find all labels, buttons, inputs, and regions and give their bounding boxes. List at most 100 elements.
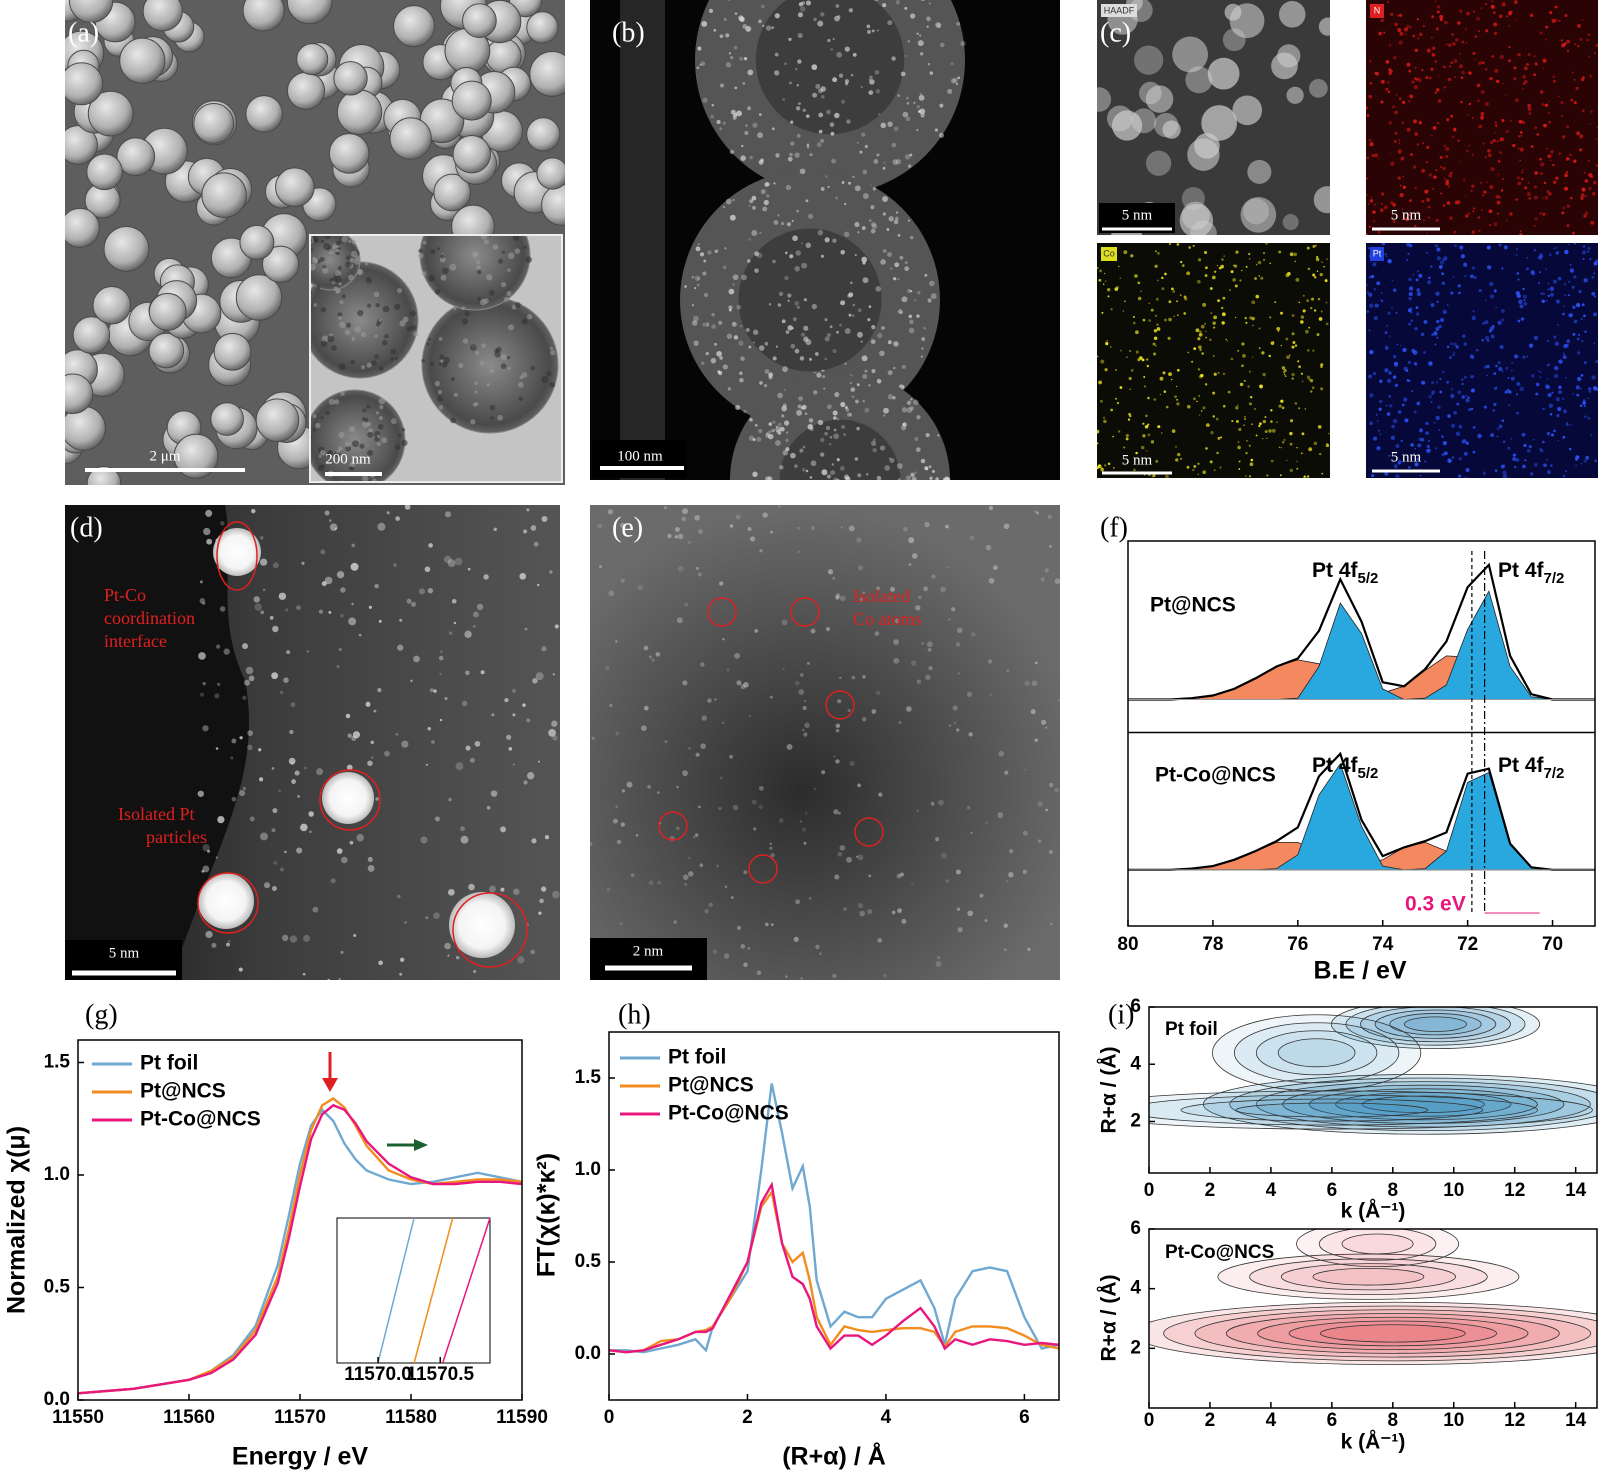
signal-dot: [1312, 273, 1316, 277]
signal-dot: [1514, 98, 1519, 103]
atom: [290, 702, 296, 708]
signal-dot: [1302, 309, 1306, 313]
signal-dot: [1134, 274, 1138, 278]
x-tick-label: 11550: [52, 1407, 104, 1428]
x-tick-label: 11570.0: [344, 1364, 412, 1385]
signal-dot: [1310, 390, 1313, 393]
signal-dot: [1596, 164, 1598, 167]
texture-dot: [860, 85, 863, 88]
atom: [202, 601, 206, 606]
bright-cluster: [1282, 214, 1299, 231]
atom: [675, 527, 680, 532]
signal-dot: [1416, 18, 1419, 21]
signal-dot: [1583, 171, 1586, 174]
atom: [970, 831, 973, 835]
texture-dot: [708, 8, 714, 13]
atom: [681, 516, 686, 522]
texture-dot: [421, 358, 425, 363]
texture-dot: [882, 212, 886, 216]
texture-dot: [335, 251, 339, 255]
signal-dot: [1549, 286, 1555, 292]
texture-dot: [822, 375, 826, 379]
signal-dot: [1306, 299, 1310, 303]
signal-dot: [1487, 245, 1491, 250]
signal-dot: [1545, 268, 1548, 271]
signal-dot: [1500, 464, 1505, 469]
signal-dot: [1425, 197, 1430, 202]
signal-dot: [1278, 250, 1282, 254]
atom: [957, 927, 963, 933]
sphere: [393, 5, 435, 48]
signal-dot: [1468, 103, 1471, 106]
legend-label: Pt-Co@NCS: [140, 1108, 261, 1131]
signal-dot: [1237, 441, 1240, 443]
atom: [1006, 669, 1010, 673]
signal-dot: [1439, 14, 1444, 20]
atom: [541, 646, 547, 652]
signal-dot: [1145, 414, 1148, 418]
texture-dot: [852, 314, 855, 317]
signal-dot: [1294, 401, 1298, 405]
scale-bar-label: 5 nm: [1391, 449, 1422, 465]
atom: [400, 957, 405, 962]
signal-dot: [1397, 176, 1401, 180]
signal-dot: [1164, 318, 1167, 322]
atom: [802, 728, 805, 732]
atom: [205, 509, 213, 517]
atom: [833, 809, 839, 815]
texture-dot: [960, 40, 966, 47]
texture-dot: [909, 290, 913, 293]
signal-dot: [1478, 30, 1480, 33]
signal-dot: [1595, 43, 1598, 48]
atom: [676, 785, 679, 789]
signal-dot: [1231, 420, 1234, 423]
signal-dot: [1308, 447, 1313, 452]
atom: [259, 536, 264, 540]
signal-dot: [1197, 368, 1201, 371]
texture-dot: [909, 487, 912, 490]
atom: [1040, 719, 1047, 725]
atom: [948, 724, 952, 727]
signal-dot: [1489, 76, 1493, 81]
signal-dot: [1159, 393, 1162, 396]
signal-dot: [1397, 462, 1401, 465]
signal-dot: [1595, 360, 1598, 364]
texture-dot: [336, 241, 341, 246]
texture-dot: [439, 354, 445, 360]
atom: [324, 576, 333, 585]
texture-dot: [374, 436, 380, 442]
signal-dot: [1560, 101, 1564, 105]
texture-dot: [716, 350, 722, 357]
highlight-circle: [854, 817, 884, 847]
texture-dot: [739, 377, 744, 383]
atom: [404, 921, 407, 924]
signal-dot: [1237, 349, 1240, 352]
atom: [259, 558, 268, 566]
texture-dot: [909, 487, 911, 489]
texture-dot: [780, 221, 785, 226]
signal-dot: [1220, 264, 1224, 269]
atom: [714, 698, 717, 701]
signal-dot: [1493, 22, 1498, 27]
signal-dot: [1505, 366, 1509, 370]
texture-dot: [887, 121, 893, 127]
sphere: [142, 0, 183, 32]
texture-dot: [312, 428, 316, 432]
signal-dot: [1233, 264, 1238, 268]
texture-dot: [376, 442, 381, 447]
signal-dot: [1251, 423, 1253, 426]
signal-dot: [1245, 265, 1248, 268]
texture-dot: [878, 113, 881, 116]
signal-dot: [1285, 273, 1290, 278]
texture-dot: [693, 340, 699, 346]
pt-particle: [198, 873, 254, 929]
inset-frame: [336, 1217, 491, 1364]
atom: [722, 721, 725, 724]
texture-dot: [872, 187, 877, 191]
atom: [916, 679, 922, 684]
sphere: [210, 402, 244, 436]
texture-dot: [747, 69, 754, 76]
texture-dot: [861, 132, 866, 137]
y-tick-label: 0.0: [44, 1389, 70, 1410]
panel-label: (f): [1100, 512, 1128, 543]
